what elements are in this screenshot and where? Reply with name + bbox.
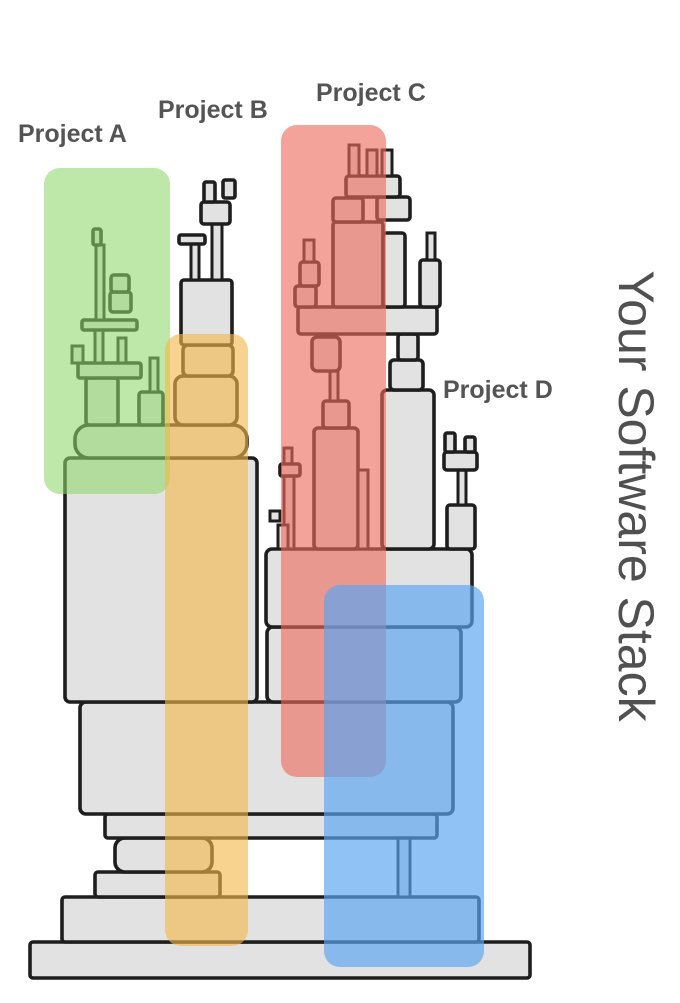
- c-neck-1: [388, 358, 425, 392]
- d-post: [445, 503, 477, 551]
- c-side-box: [381, 231, 407, 309]
- d-post-ear-1: [443, 431, 457, 454]
- c-side-rod: [418, 258, 442, 309]
- c-right-column: [380, 388, 436, 551]
- b-rod: [210, 222, 224, 282]
- b-head: [199, 200, 232, 226]
- d-post-rod: [456, 468, 468, 507]
- project-d-highlight: [324, 585, 484, 967]
- b-cap: [177, 233, 207, 246]
- project-a-highlight: [44, 168, 170, 494]
- c-neck-2: [396, 332, 420, 362]
- diagram-title: Your Software Stack: [608, 270, 664, 722]
- c-left-stub: [268, 509, 282, 523]
- d-post-ear-2: [463, 435, 477, 454]
- project-b-label: Project B: [158, 96, 268, 124]
- project-a-label: Project A: [18, 120, 127, 148]
- b-ear-1: [202, 180, 217, 204]
- b-pole: [189, 242, 201, 282]
- b-ear-2: [221, 178, 237, 200]
- project-d-label: Project D: [443, 376, 553, 404]
- d-post-head: [442, 450, 479, 472]
- project-c-label: Project C: [316, 79, 426, 107]
- project-b-highlight: [165, 334, 248, 946]
- c-side-rod-top: [425, 231, 437, 262]
